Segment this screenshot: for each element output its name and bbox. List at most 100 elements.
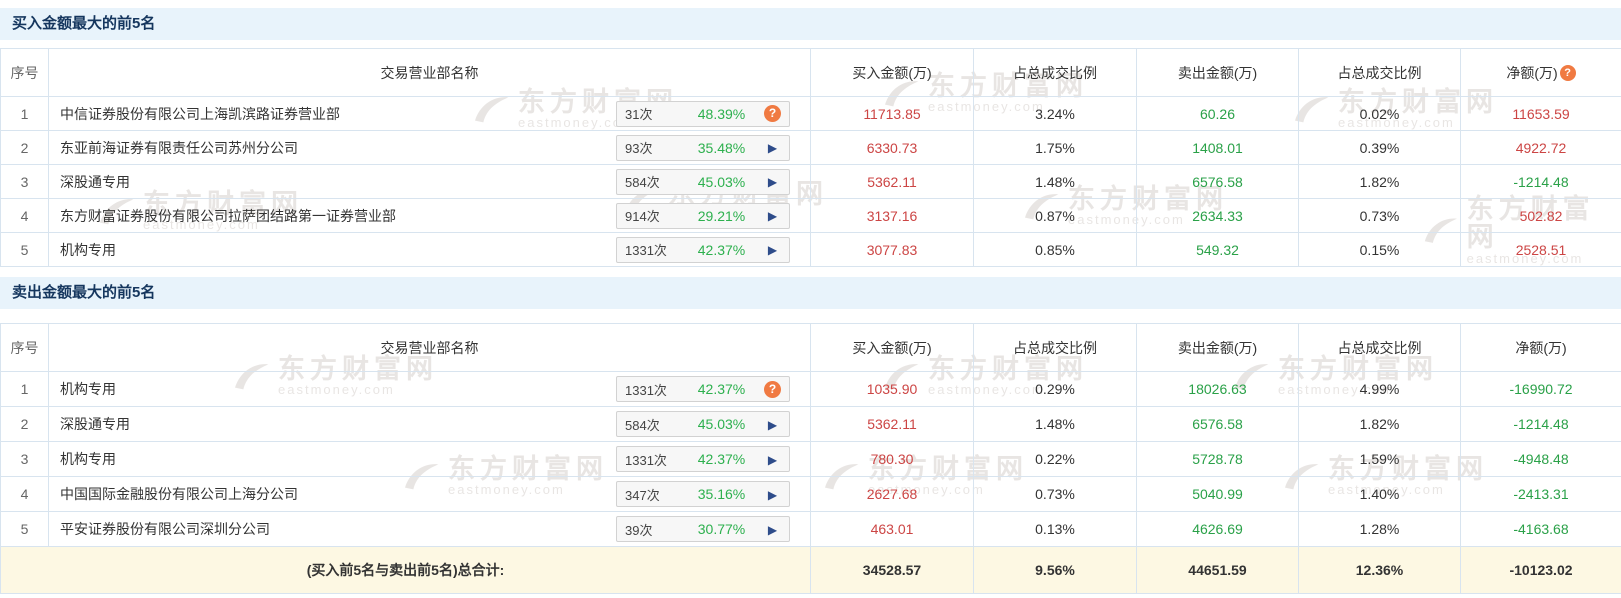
total-buy-amount: 34528.57: [810, 546, 974, 594]
net-amount: 502.82: [1460, 198, 1621, 233]
trade-stats-badge[interactable]: 914次 29.21%: [616, 202, 790, 229]
seq-cell: 1: [0, 371, 49, 407]
buy-ratio: 0.22%: [973, 441, 1137, 477]
win-rate: 29.21%: [697, 207, 746, 224]
sell-amount: 5728.78: [1136, 441, 1299, 477]
trade-count: 39次: [625, 522, 653, 538]
branch-name-cell: 机构专用 1331次 42.37%: [48, 232, 811, 267]
trade-stats-badge[interactable]: 93次 35.48%: [616, 134, 790, 161]
branch-name-link[interactable]: 深股通专用: [60, 173, 130, 190]
branch-name-cell: 中国国际金融股份有限公司上海分公司 347次 35.16%: [48, 476, 811, 512]
trade-count: 347次: [625, 487, 660, 503]
col-branch-name: 交易营业部名称: [48, 48, 811, 97]
buy-amount: 3137.16: [810, 198, 974, 233]
trade-count: 1331次: [625, 382, 667, 398]
trade-count: 31次: [625, 107, 653, 122]
sell-amount: 18026.63: [1136, 371, 1299, 407]
trade-stats-badge[interactable]: 1331次 42.37%: [616, 236, 790, 263]
branch-name-link[interactable]: 东方财富证券股份有限公司拉萨团结路第一证券营业部: [60, 207, 396, 224]
badge-expand-icon[interactable]: [764, 173, 781, 190]
trade-stats-badge[interactable]: 584次 45.03%: [616, 411, 790, 437]
badge-expand-icon[interactable]: [764, 451, 781, 468]
net-help-question-icon[interactable]: [1559, 64, 1576, 81]
trade-stats-badge[interactable]: 1331次 42.37%: [616, 446, 790, 472]
buy-ratio: 1.48%: [973, 406, 1137, 442]
total-buy-ratio: 9.56%: [973, 546, 1137, 594]
col-sell-amount: 卖出金额(万): [1136, 48, 1299, 97]
total-sell-ratio: 12.36%: [1298, 546, 1461, 594]
table-row: 2 深股通专用 584次 45.03% 5362.11 1.48% 6576.58…: [0, 406, 1621, 442]
trade-stats-badge[interactable]: 584次 45.03%: [616, 168, 790, 195]
branch-name-link[interactable]: 东亚前海证券有限责任公司苏州分公司: [60, 139, 298, 156]
buy-amount: 6330.73: [810, 130, 974, 165]
col-sell-ratio: 占总成交比例: [1298, 48, 1461, 97]
seq-cell: 1: [0, 96, 49, 131]
branch-name-link[interactable]: 机构专用: [60, 451, 116, 467]
branch-name-link[interactable]: 平安证券股份有限公司深圳分公司: [60, 521, 270, 537]
win-rate: 45.03%: [697, 416, 746, 432]
table-row: 5 平安证券股份有限公司深圳分公司 39次 30.77% 463.01 0.13%…: [0, 511, 1621, 547]
branch-name-cell: 机构专用 1331次 42.37%: [48, 441, 811, 477]
trade-stats-badge[interactable]: 347次 35.16%: [616, 481, 790, 507]
buy-amount: 3077.83: [810, 232, 974, 267]
badge-expand-icon[interactable]: [764, 416, 781, 433]
branch-name-cell: 机构专用 1331次 42.37%: [48, 371, 811, 407]
branch-name-link[interactable]: 机构专用: [60, 241, 116, 258]
sell-ratio: 4.99%: [1298, 371, 1461, 407]
branch-name-cell: 中信证券股份有限公司上海凯滨路证券营业部 31次 48.39%: [48, 96, 811, 131]
sell-top5-title: 卖出金额最大的前5名: [0, 277, 1621, 309]
branch-name-cell: 东方财富证券股份有限公司拉萨团结路第一证券营业部 914次 29.21%: [48, 198, 811, 233]
net-amount: -4948.48: [1460, 441, 1621, 477]
trade-stats-badge[interactable]: 1331次 42.37%: [616, 376, 790, 402]
sell-ratio: 0.15%: [1298, 232, 1461, 267]
table-row: 4 东方财富证券股份有限公司拉萨团结路第一证券营业部 914次 29.21% 31…: [0, 198, 1621, 233]
seq-cell: 3: [0, 441, 49, 477]
seq-cell: 4: [0, 476, 49, 512]
col-net-amount: 净额(万): [1460, 323, 1621, 372]
net-amount: -2413.31: [1460, 476, 1621, 512]
badge-expand-icon[interactable]: [764, 105, 781, 122]
table-header-row: 序号 交易营业部名称 买入金额(万) 占总成交比例 卖出金额(万) 占总成交比例…: [0, 48, 1621, 97]
seq-cell: 2: [0, 130, 49, 165]
buy-ratio: 0.85%: [973, 232, 1137, 267]
badge-expand-icon[interactable]: [764, 521, 781, 538]
sell-amount: 5040.99: [1136, 476, 1299, 512]
trade-count: 1331次: [625, 452, 667, 468]
branch-name-link[interactable]: 中国国际金融股份有限公司上海分公司: [60, 486, 298, 502]
badge-expand-icon[interactable]: [764, 139, 781, 156]
badge-expand-icon[interactable]: [764, 207, 781, 224]
branch-name-link[interactable]: 中信证券股份有限公司上海凯滨路证券营业部: [60, 105, 340, 122]
trade-stats-badge[interactable]: 39次 30.77%: [616, 516, 790, 542]
col-branch-name: 交易营业部名称: [48, 323, 811, 372]
col-sell-amount: 卖出金额(万): [1136, 323, 1299, 372]
win-rate: 48.39%: [697, 105, 746, 122]
col-buy-amount: 买入金额(万): [810, 323, 974, 372]
branch-name-link[interactable]: 机构专用: [60, 381, 116, 397]
grand-total-label: (买入前5名与卖出前5名)总合计:: [0, 546, 811, 594]
seq-cell: 3: [0, 164, 49, 199]
table-row: 4 中国国际金融股份有限公司上海分公司 347次 35.16% 2627.68 0…: [0, 476, 1621, 512]
win-rate: 42.37%: [697, 381, 746, 397]
badge-expand-icon[interactable]: [764, 380, 781, 398]
net-amount: 2528.51: [1460, 232, 1621, 267]
badge-expand-icon[interactable]: [764, 486, 781, 503]
buy-ratio: 0.29%: [973, 371, 1137, 407]
table-row: 3 深股通专用 584次 45.03% 5362.11 1.48% 6576.58…: [0, 164, 1621, 199]
trade-stats-badge[interactable]: 31次 48.39%: [616, 100, 790, 127]
sell-ratio: 0.02%: [1298, 96, 1461, 131]
branch-name-cell: 东亚前海证券有限责任公司苏州分公司 93次 35.48%: [48, 130, 811, 165]
buy-amount: 2627.68: [810, 476, 974, 512]
trade-count: 914次: [625, 209, 660, 224]
seq-cell: 4: [0, 198, 49, 233]
win-rate: 30.77%: [697, 521, 746, 537]
badge-expand-icon[interactable]: [764, 241, 781, 258]
col-buy-amount: 买入金额(万): [810, 48, 974, 97]
branch-name-cell: 平安证券股份有限公司深圳分公司 39次 30.77%: [48, 511, 811, 547]
win-rate: 42.37%: [697, 241, 746, 258]
net-amount: -1214.48: [1460, 164, 1621, 199]
buy-amount: 780.30: [810, 441, 974, 477]
sell-amount: 1408.01: [1136, 130, 1299, 165]
sell-ratio: 1.40%: [1298, 476, 1461, 512]
col-buy-ratio: 占总成交比例: [973, 323, 1137, 372]
branch-name-link[interactable]: 深股通专用: [60, 416, 130, 432]
